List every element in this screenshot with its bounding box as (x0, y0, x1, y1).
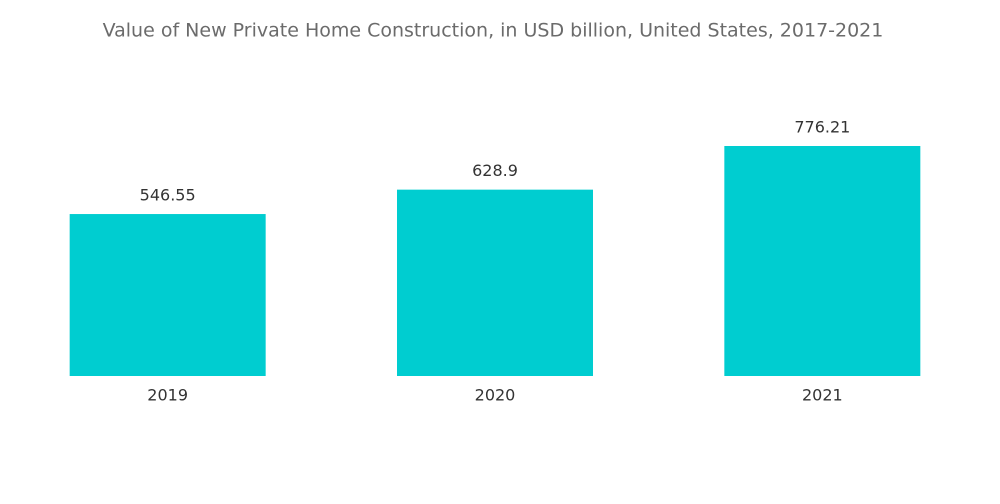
value-label: 776.21 (794, 118, 850, 137)
x-tick-label: 2019 (147, 386, 188, 405)
chart-title: Value of New Private Home Construction, … (103, 20, 884, 42)
x-tick-label: 2021 (802, 386, 843, 405)
x-tick-label: 2020 (475, 386, 516, 405)
bar (397, 189, 593, 376)
value-label: 628.9 (472, 161, 518, 180)
bar (724, 146, 921, 376)
value-label: 546.55 (140, 186, 196, 205)
bar (69, 214, 266, 376)
